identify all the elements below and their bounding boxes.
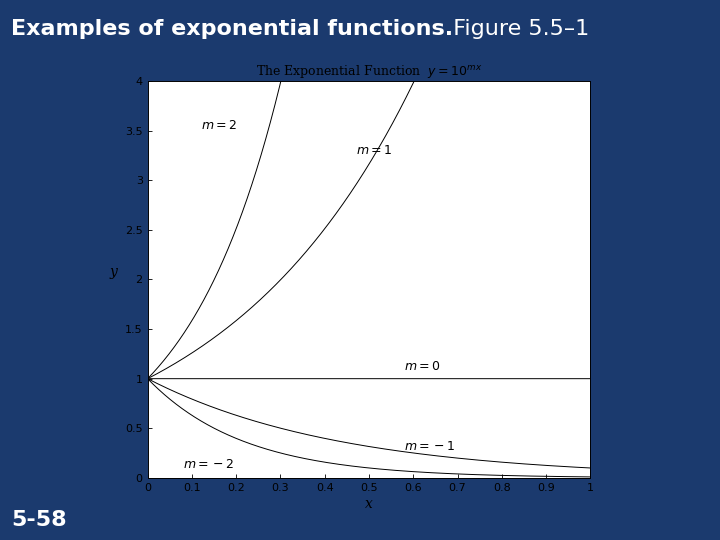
Title: The Exponential Function  $y = 10^{mx}$: The Exponential Function $y = 10^{mx}$ xyxy=(256,63,482,80)
Text: $m=-1$: $m=-1$ xyxy=(405,440,456,453)
Text: $m=2$: $m=2$ xyxy=(201,119,237,132)
Y-axis label: y: y xyxy=(110,266,118,280)
Text: $m=-2$: $m=-2$ xyxy=(183,457,235,470)
Text: 5-58: 5-58 xyxy=(11,510,66,530)
Text: $m=0$: $m=0$ xyxy=(405,360,441,373)
X-axis label: x: x xyxy=(365,497,373,511)
Text: Figure 5.5–1: Figure 5.5–1 xyxy=(439,19,590,39)
Text: $m=1$: $m=1$ xyxy=(356,144,392,157)
Text: Examples of exponential functions.: Examples of exponential functions. xyxy=(11,19,453,39)
